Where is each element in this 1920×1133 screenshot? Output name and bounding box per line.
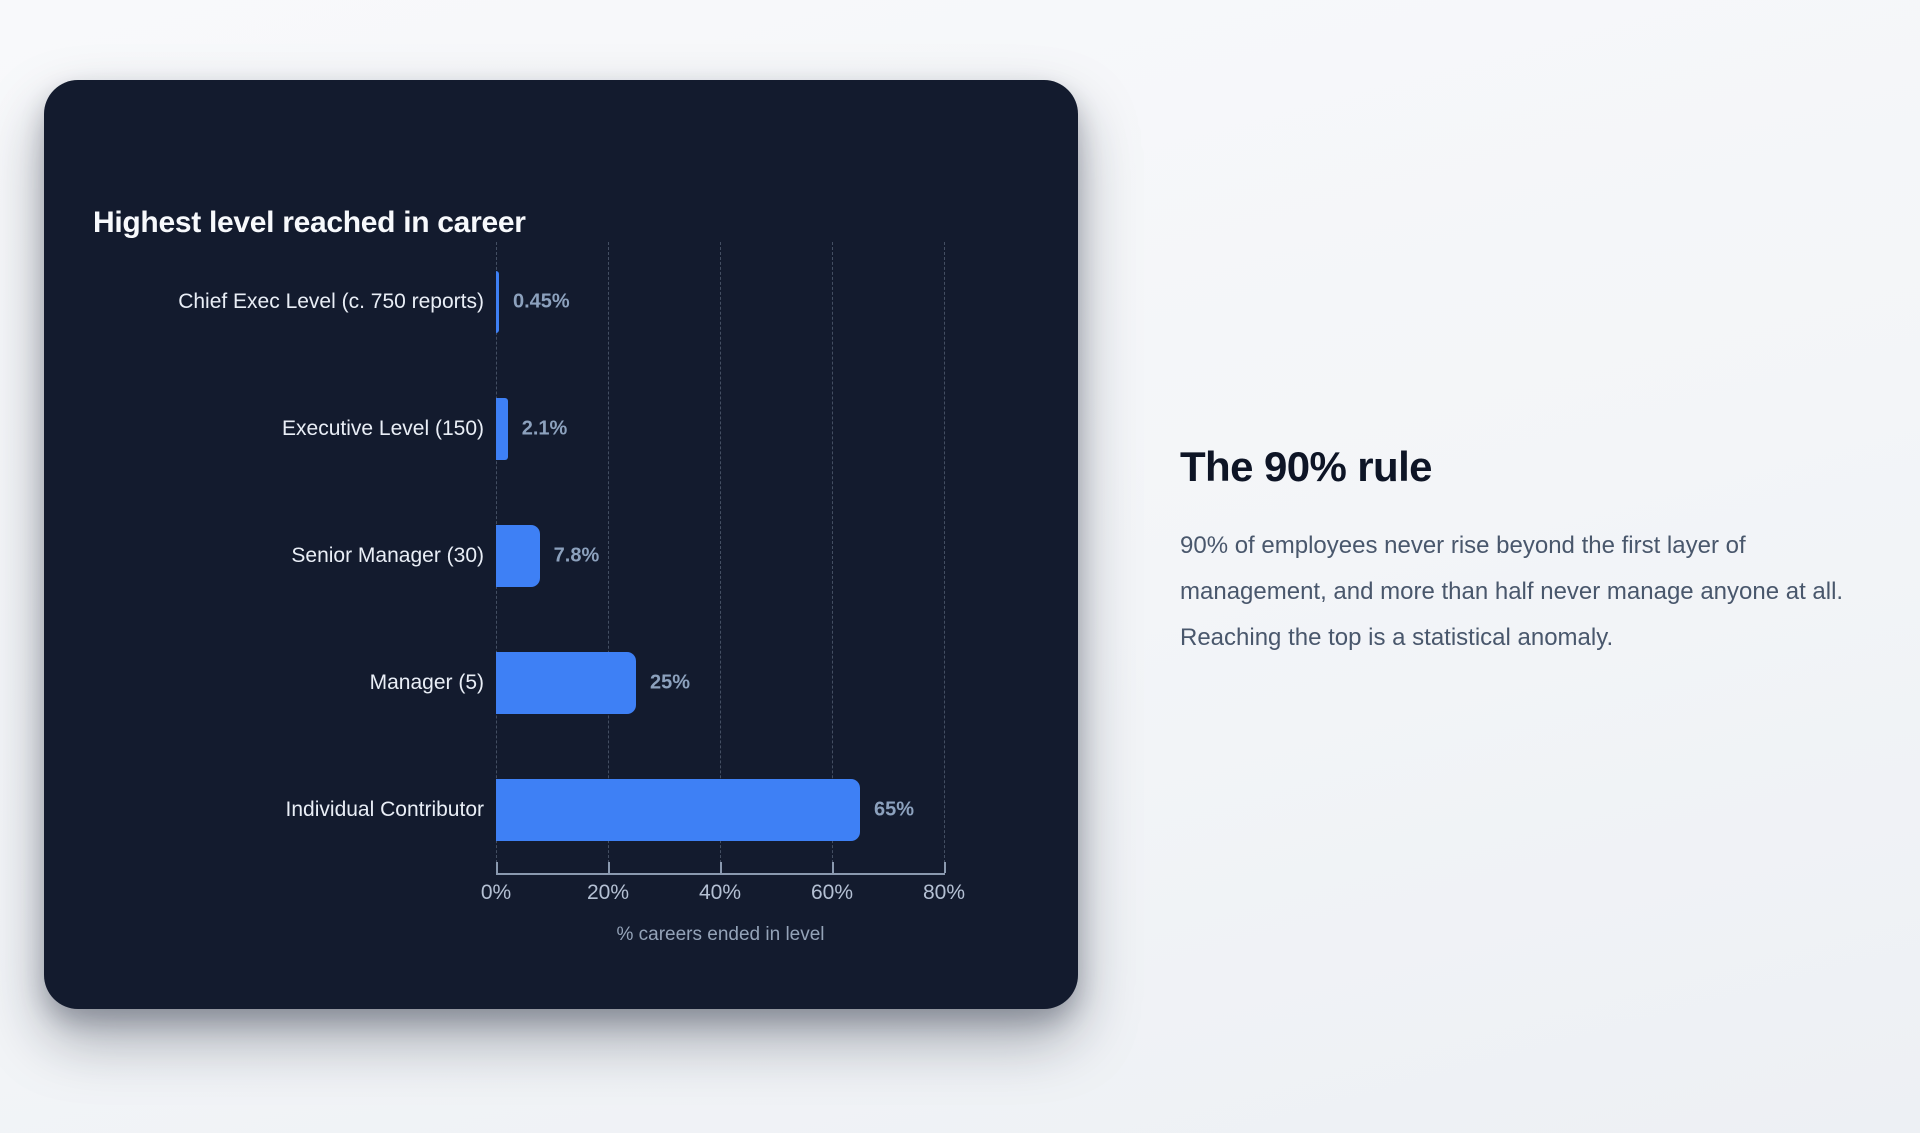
value-label: 25% [650,671,691,694]
bar [496,271,499,333]
value-label: 2.1% [521,417,568,440]
value-label: 0.45% [513,290,570,313]
bar [496,398,508,460]
category-label: Executive Level (150) [282,417,484,440]
tick-mark-20% [608,862,610,873]
tick-mark-80% [944,862,946,873]
value-label: 65% [874,798,915,821]
aside-panel: The 90% rule 90% of employees never rise… [1180,443,1904,661]
category-label: Chief Exec Level (c. 750 reports) [178,290,484,313]
chart-title: Highest level reached in career [93,206,526,239]
tick-label-20%: 20% [586,881,630,904]
tick-label-80%: 80% [922,881,966,904]
gridline-40% [720,242,721,873]
bar-row: Executive Level (150) 2.1% [44,398,1078,460]
tick-mark-0% [496,862,498,873]
bar-row: Chief Exec Level (c. 750 reports) 0.45% [44,271,1078,333]
bar-row: Senior Manager (30) 7.8% [44,525,1078,587]
bar-row: Individual Contributor 65% [44,779,1078,841]
chart-card: Highest level reached in career Chief Ex… [44,80,1078,1009]
x-axis-label: % careers ended in level [616,924,825,945]
gridline-80% [944,242,945,873]
category-label: Manager (5) [369,671,484,694]
bar-chart: Chief Exec Level (c. 750 reports) 0.45% Ex… [44,80,1078,1009]
value-label: 7.8% [553,544,600,567]
tick-mark-40% [720,862,722,873]
tick-label-60%: 60% [810,881,854,904]
category-label: Individual Contributor [285,798,484,821]
x-axis-line [496,873,945,875]
bar-row: Manager (5) 25% [44,652,1078,714]
bar [496,525,540,587]
bar [496,652,636,714]
bar [496,779,860,841]
gridline-60% [832,242,833,873]
tick-mark-60% [832,862,834,873]
aside-heading: The 90% rule [1180,443,1433,490]
tick-label-0%: 0% [480,881,512,904]
gridline-20% [608,242,609,873]
aside-body: 90% of employees never rise beyond the f… [1180,532,1844,651]
category-label: Senior Manager (30) [291,544,484,567]
tick-label-40%: 40% [698,881,742,904]
